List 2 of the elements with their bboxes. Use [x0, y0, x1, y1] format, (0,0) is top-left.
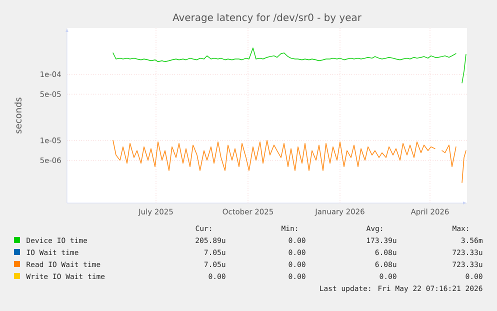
y-axis-title: seconds — [14, 98, 22, 134]
chart-title: Average latency for /dev/sr0 - by year — [172, 13, 362, 24]
